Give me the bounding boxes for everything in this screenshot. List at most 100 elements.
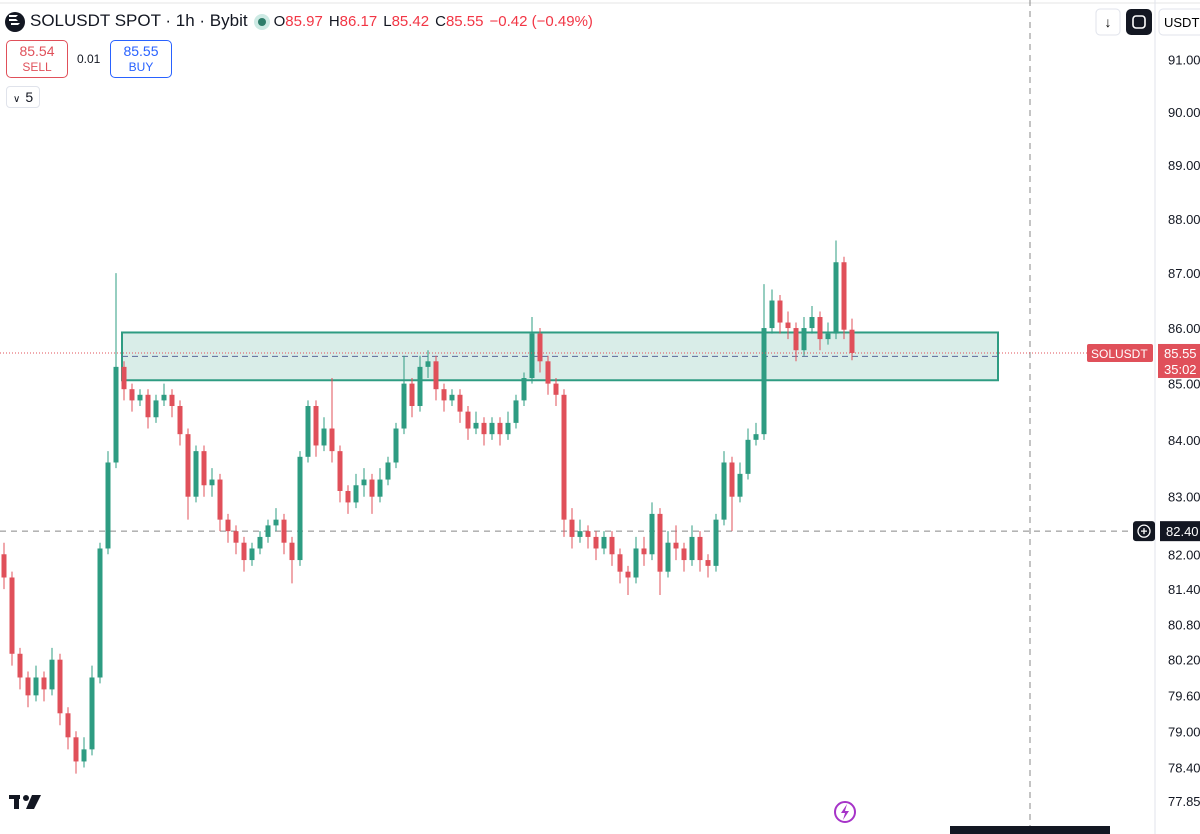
- candle-body: [849, 329, 855, 353]
- y-tick-label: 85.00: [1168, 377, 1200, 392]
- candle-body: [633, 548, 639, 578]
- candle-body: [729, 462, 735, 497]
- candle-body: [329, 428, 335, 452]
- scroll-icon: ↓: [1105, 14, 1112, 30]
- y-tick-label: 89.00: [1168, 158, 1200, 173]
- status-dot: [258, 18, 266, 26]
- candle-body: [545, 361, 551, 384]
- candle-body: [161, 394, 167, 401]
- candle-body: [129, 389, 135, 401]
- y-tick-label: 83.00: [1168, 490, 1200, 505]
- candle-body: [177, 406, 183, 435]
- candle-body: [465, 411, 471, 429]
- candle-body: [505, 422, 511, 435]
- lightning-icon: [834, 801, 856, 823]
- y-tick-label: 86.00: [1168, 321, 1200, 336]
- candle-body: [265, 525, 271, 537]
- y-tick-label: 77.85: [1168, 794, 1200, 809]
- candle-body: [249, 548, 255, 561]
- candle-body: [777, 300, 783, 323]
- candle-body: [353, 485, 359, 503]
- candle-body: [825, 333, 831, 340]
- candle-body: [561, 394, 567, 520]
- currency-label: USDT: [1164, 15, 1199, 30]
- symbol-logo-mark: [9, 15, 20, 25]
- candle-body: [721, 462, 727, 520]
- sell-button[interactable]: 85.54 SELL: [6, 40, 68, 78]
- candle-body: [17, 653, 23, 678]
- candle-body: [97, 548, 103, 678]
- candle-body: [681, 548, 687, 561]
- candle-body: [433, 361, 439, 390]
- buy-button[interactable]: 85.55 BUY: [110, 40, 172, 78]
- price-label: 85.55: [1164, 346, 1197, 361]
- candle-body: [153, 400, 159, 418]
- candle-body: [697, 536, 703, 561]
- candle-body: [185, 434, 191, 497]
- legend-value: 86.17: [339, 12, 378, 30]
- candle-body: [41, 677, 47, 690]
- candle-body: [193, 451, 199, 497]
- candle-body: [809, 317, 815, 329]
- scroll-button[interactable]: [1095, 8, 1121, 36]
- legend-key: L: [383, 12, 392, 30]
- candle-body: [489, 422, 495, 435]
- candle-body: [625, 571, 631, 578]
- candle-body: [745, 439, 751, 474]
- candle-body: [481, 422, 487, 435]
- crosshair-label: 82.40: [1166, 524, 1199, 539]
- candle-body: [737, 473, 743, 497]
- y-tick-label: 88.00: [1168, 212, 1200, 227]
- legend-key: O: [273, 12, 286, 30]
- candle-body: [377, 479, 383, 497]
- candle-body: [649, 513, 655, 555]
- header: SOLUSDT SPOT · 1h · Bybit O 85.97 H 86.17 L 8…: [30, 11, 593, 31]
- y-tick-label: 84.00: [1168, 433, 1200, 448]
- sell-price: 85.54: [19, 43, 55, 59]
- candle-body: [841, 262, 847, 330]
- fullscreen-button[interactable]: [1126, 9, 1152, 35]
- candle-body: [313, 406, 319, 446]
- candle-body: [713, 519, 719, 566]
- candle-body: [753, 434, 759, 440]
- candle-body: [65, 713, 71, 738]
- candle-body: [657, 513, 663, 572]
- candle-body: [289, 542, 295, 561]
- candle-body: [145, 394, 151, 418]
- y-tick-label: 80.20: [1168, 653, 1200, 668]
- buy-label: BUY: [128, 60, 154, 74]
- candle-body: [345, 490, 351, 503]
- candle-body: [209, 479, 215, 486]
- candle-body: [1, 554, 7, 578]
- y-tick-label: 80.80: [1168, 617, 1200, 632]
- candle-body: [793, 328, 799, 351]
- candle-body: [89, 677, 95, 750]
- fullscreen-icon: [1132, 15, 1146, 29]
- legend-value: 85.42: [391, 12, 430, 30]
- buy-price: 85.55: [123, 43, 159, 59]
- candle-body: [57, 659, 63, 714]
- y-tick-label: 87.00: [1168, 266, 1200, 281]
- candle-body: [689, 536, 695, 561]
- candle-body: [385, 462, 391, 480]
- candle-body: [425, 361, 431, 367]
- symbol-label-bg: [1087, 343, 1153, 362]
- candle-body: [81, 749, 87, 762]
- candle-body: [393, 428, 399, 463]
- candle-body: [801, 328, 807, 351]
- candle-body: [217, 479, 223, 520]
- currency-button[interactable]: [1158, 8, 1200, 36]
- candle-body: [401, 383, 407, 429]
- candle-body: [137, 394, 143, 401]
- candle-body: [497, 422, 503, 435]
- candle-body: [817, 317, 823, 340]
- candle-body: [25, 677, 31, 696]
- indicators-toggle[interactable]: ∨ 5: [6, 86, 40, 108]
- candle-body: [9, 577, 15, 654]
- candle-body: [361, 479, 367, 486]
- y-tick-label: 91.00: [1168, 53, 1200, 68]
- candle-body: [785, 322, 791, 329]
- candle-body: [673, 542, 679, 549]
- candle-body: [113, 366, 119, 463]
- y-tick-label: 79.60: [1168, 688, 1200, 703]
